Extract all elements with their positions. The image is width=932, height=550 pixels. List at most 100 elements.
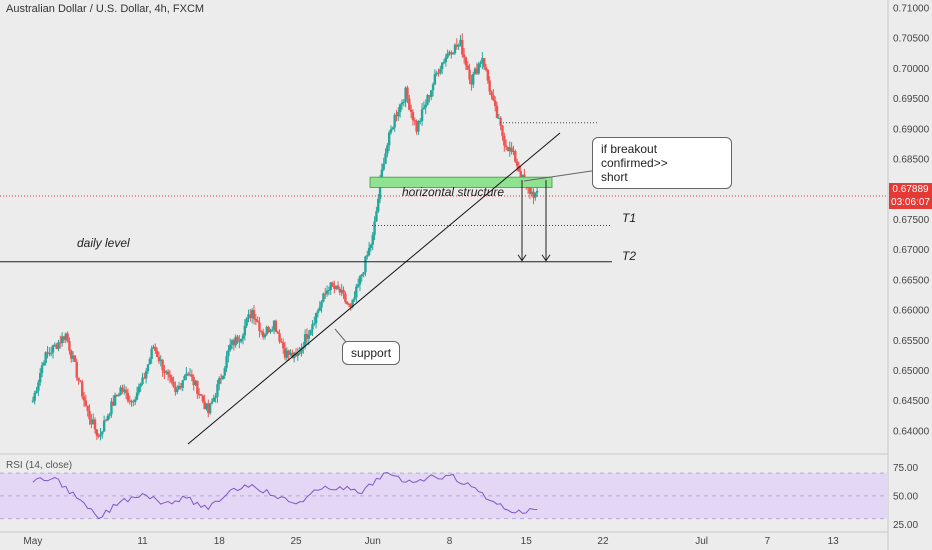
time-tick-label: 11 bbox=[137, 536, 148, 547]
candle-body bbox=[82, 396, 86, 401]
support-callout[interactable]: support bbox=[342, 341, 401, 365]
candle-body bbox=[482, 58, 486, 68]
candle-body bbox=[492, 95, 495, 101]
candle-body bbox=[59, 342, 62, 344]
t2-label: T2 bbox=[622, 249, 637, 263]
candle-body bbox=[128, 400, 131, 402]
candle-body bbox=[123, 389, 126, 392]
candle-body bbox=[229, 344, 232, 351]
breakout-callout[interactable]: if breakout confirmed>> short bbox=[592, 137, 732, 189]
horizontal-structure-label: horizontal structure bbox=[402, 185, 505, 199]
candle-body bbox=[521, 174, 524, 178]
candle-body bbox=[333, 286, 336, 289]
support-callout-pointer bbox=[334, 328, 347, 343]
candle-body bbox=[48, 353, 51, 355]
candle-body bbox=[380, 169, 384, 182]
candle-body bbox=[298, 352, 301, 354]
candle-body bbox=[230, 340, 234, 345]
candle-body bbox=[285, 350, 289, 358]
candle-body bbox=[486, 69, 490, 81]
candle-body bbox=[493, 100, 497, 106]
candle-body bbox=[391, 127, 395, 130]
candle-body bbox=[117, 394, 120, 396]
candle-body bbox=[176, 389, 179, 392]
candle-body bbox=[208, 403, 212, 414]
candle-body bbox=[236, 336, 239, 342]
candle-body bbox=[135, 392, 139, 400]
candle-body bbox=[57, 342, 60, 349]
candle-body bbox=[91, 419, 95, 425]
candle-body bbox=[148, 359, 152, 365]
candle-body bbox=[459, 39, 462, 45]
candle-body bbox=[442, 62, 446, 64]
candle-body bbox=[214, 396, 217, 398]
price-tick-label: 0.70000 bbox=[893, 64, 930, 75]
candle-body bbox=[324, 293, 327, 295]
candle-body bbox=[413, 120, 416, 122]
price-tick-label: 0.70500 bbox=[893, 34, 930, 45]
candle-body bbox=[252, 310, 256, 319]
candle-body bbox=[345, 301, 349, 305]
time-tick-label: 7 bbox=[765, 536, 771, 547]
candle-body bbox=[115, 394, 119, 396]
candle-body bbox=[188, 374, 192, 376]
price-tick-label: 0.69500 bbox=[893, 94, 930, 105]
candle-body bbox=[327, 290, 331, 292]
candle-body bbox=[196, 380, 199, 394]
price-tick-label: 0.68500 bbox=[893, 155, 930, 166]
candle-body bbox=[161, 359, 164, 371]
candle-body bbox=[207, 403, 210, 414]
candle-body bbox=[243, 325, 247, 336]
candle-body bbox=[192, 376, 195, 386]
candle-body bbox=[152, 346, 155, 349]
candle-body bbox=[534, 192, 537, 198]
candle-body bbox=[283, 348, 287, 358]
candle-body bbox=[241, 335, 245, 339]
candle-body bbox=[134, 399, 137, 403]
candle-body bbox=[358, 276, 362, 285]
candle-body bbox=[417, 121, 420, 132]
candle-body bbox=[49, 352, 53, 354]
candle-body bbox=[512, 150, 515, 153]
price-tick-label: 0.66500 bbox=[893, 275, 930, 286]
candle-body bbox=[104, 420, 108, 422]
candle-body bbox=[428, 95, 431, 98]
candle-body bbox=[408, 98, 411, 110]
candle-body bbox=[477, 63, 480, 74]
candle-body bbox=[121, 387, 124, 392]
time-tick-label: 8 bbox=[447, 536, 453, 547]
rsi-tick-label: 75.00 bbox=[893, 463, 918, 474]
candle-body bbox=[320, 301, 323, 308]
chart-title: Australian Dollar / U.S. Dollar, 4h, FXC… bbox=[6, 3, 205, 15]
candle-body bbox=[265, 327, 268, 335]
candle-body bbox=[40, 365, 44, 374]
candle-body bbox=[201, 395, 205, 402]
candle-body bbox=[468, 69, 471, 80]
candle-body bbox=[386, 145, 389, 154]
candle-body bbox=[347, 304, 351, 306]
candle-body bbox=[342, 289, 345, 294]
candle-body bbox=[282, 342, 285, 349]
candle-body bbox=[141, 377, 144, 384]
candle-body bbox=[219, 378, 223, 380]
candle-body bbox=[165, 371, 168, 373]
candle-body bbox=[256, 320, 259, 323]
candle-body bbox=[95, 429, 99, 436]
candle-body bbox=[530, 191, 533, 194]
candle-body bbox=[46, 352, 49, 354]
candle-body bbox=[60, 336, 64, 344]
breakout-callout-pointer bbox=[523, 169, 599, 182]
price-tick-label: 0.66000 bbox=[893, 306, 930, 317]
candle-body bbox=[101, 431, 104, 435]
candle-body bbox=[245, 318, 248, 326]
candle-body bbox=[431, 84, 435, 91]
candle-body bbox=[503, 135, 506, 146]
candle-body bbox=[439, 69, 442, 73]
candle-body bbox=[139, 383, 142, 387]
candle-body bbox=[314, 312, 318, 324]
candle-body bbox=[303, 334, 307, 347]
candle-body bbox=[344, 293, 347, 302]
rsi-tick-label: 25.00 bbox=[893, 520, 918, 531]
candle-body bbox=[174, 386, 177, 392]
candle-body bbox=[93, 419, 97, 430]
